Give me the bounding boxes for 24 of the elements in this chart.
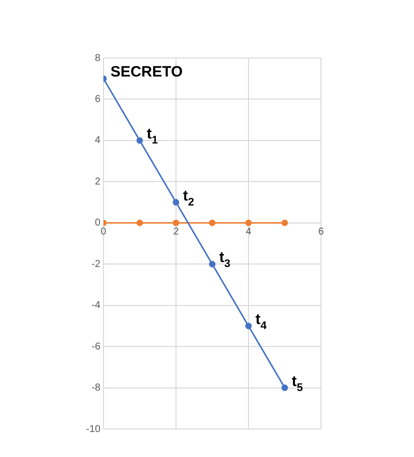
y-tick-label: -6 bbox=[92, 341, 101, 352]
point bbox=[281, 220, 288, 226]
y-tick-label: 8 bbox=[94, 52, 101, 64]
point bbox=[172, 220, 180, 226]
y-tick-label: -2 bbox=[92, 258, 101, 270]
y-tick-label: 4 bbox=[94, 135, 101, 146]
point bbox=[208, 220, 216, 226]
x-tick-label: 6 bbox=[318, 226, 324, 238]
point bbox=[245, 322, 252, 330]
x-tick-label: 4 bbox=[246, 226, 252, 238]
point bbox=[172, 199, 180, 206]
x-tick-label: 2 bbox=[173, 226, 180, 238]
y-tick-label: -8 bbox=[92, 382, 101, 394]
point bbox=[136, 220, 143, 226]
point bbox=[208, 260, 216, 268]
point bbox=[245, 220, 252, 226]
point bbox=[136, 137, 143, 144]
y-tick-label: 2 bbox=[94, 176, 101, 188]
y-tick-label: 0 bbox=[94, 218, 101, 229]
y-tick-label: 6 bbox=[94, 94, 101, 105]
point bbox=[281, 384, 288, 392]
y-tick-label: -4 bbox=[92, 300, 101, 312]
annotation: SECRETO bbox=[110, 64, 184, 81]
y-tick-label: -10 bbox=[86, 424, 101, 435]
